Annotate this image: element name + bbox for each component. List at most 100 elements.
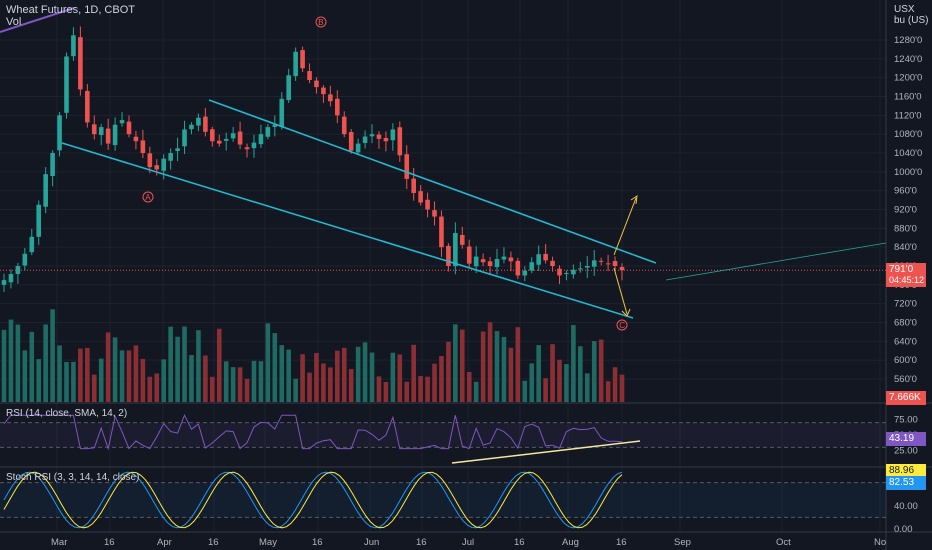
price-tick-label: 1080'0: [894, 129, 922, 140]
candle-body: [411, 178, 416, 194]
volume-label: Vol: [6, 16, 22, 28]
price-tick-label: 840'0: [894, 242, 917, 253]
arrow-up-line: [613, 197, 637, 256]
volume-bar: [584, 373, 590, 402]
price-tick-label: 1040'0: [894, 148, 922, 159]
candle-body: [210, 129, 215, 142]
volume-bar: [307, 372, 312, 402]
candle-body: [543, 253, 548, 261]
candle-body: [619, 267, 625, 271]
volume-bar: [98, 358, 104, 402]
candle-body: [605, 263, 611, 265]
candle-body: [265, 127, 271, 137]
volume-bar: [564, 364, 569, 402]
candle-body: [98, 127, 104, 136]
candle-body: [578, 268, 583, 270]
time-tick-label: 16: [208, 537, 219, 548]
candle-body: [15, 266, 21, 274]
price-tick-label: 600'0: [894, 355, 917, 366]
rsi-tick-label: 75.00: [894, 415, 918, 426]
candle-body: [341, 116, 347, 135]
volume-bar: [64, 361, 69, 402]
volume-bar: [1, 329, 7, 402]
candle-body: [161, 158, 167, 171]
time-tick-label: Sep: [674, 537, 691, 548]
candle-body: [223, 138, 229, 141]
currency-code[interactable]: USX: [894, 4, 915, 15]
candle-body: [314, 80, 319, 88]
stoch-title[interactable]: Stoch RSI (3, 3, 14, 14, close): [6, 472, 140, 483]
volume-bar: [480, 331, 486, 402]
candle-body: [564, 273, 569, 275]
time-tick-label: No: [874, 537, 886, 548]
candle-body: [480, 259, 486, 263]
volume-bar: [591, 341, 597, 402]
symbol-title[interactable]: Wheat Futures, 1D, CBOT: [6, 4, 135, 16]
volume-bar: [71, 361, 76, 402]
arrow-down-head: [621, 308, 631, 317]
volume-bar: [529, 363, 535, 402]
candle-body: [612, 261, 618, 266]
candle-body: [557, 268, 562, 276]
candle-body: [244, 147, 250, 150]
candle-body: [43, 174, 48, 207]
candle-body: [536, 254, 541, 265]
stoch-tick-label: 0.00: [894, 524, 913, 535]
candle-body: [22, 253, 28, 266]
volume-bar: [300, 354, 305, 402]
volume-bar: [126, 350, 132, 402]
candle-body: [584, 266, 590, 268]
channel-lower-line: [61, 142, 634, 319]
price-tick-label: 680'0: [894, 318, 917, 329]
volume-bar: [210, 376, 215, 402]
volume-bar: [515, 327, 521, 402]
volume-bar: [487, 322, 493, 402]
rsi-title[interactable]: RSI (14, close, SMA, 14, 2): [6, 408, 128, 419]
time-tick-label: Oct: [776, 537, 791, 548]
candle-body: [286, 75, 291, 101]
rsi-band: [0, 422, 886, 448]
candle-body: [466, 246, 472, 264]
volume-bar: [425, 376, 430, 402]
candle-body: [29, 236, 35, 253]
candle-body: [85, 90, 90, 123]
price-tick-label: 720'0: [894, 299, 917, 310]
price-tick-label: 1120'0: [894, 110, 922, 121]
elliott-wave-marker: [142, 191, 154, 203]
volume-bar: [536, 345, 541, 402]
candle-body: [307, 71, 312, 81]
volume-bar: [189, 355, 194, 402]
candle-body: [189, 124, 194, 130]
candle-body: [175, 148, 180, 151]
time-tick-label: 16: [104, 537, 115, 548]
time-tick-label: Mar: [51, 537, 67, 548]
projection-line: [665, 242, 887, 281]
candle-body: [168, 153, 173, 161]
volume-bar: [29, 331, 35, 402]
rsi-tick-label: 25.00: [894, 446, 918, 457]
price-tick-label: 920'0: [894, 205, 917, 216]
time-tick-label: May: [259, 537, 277, 548]
candle-body: [348, 132, 354, 151]
rsi-pane: [0, 413, 886, 464]
candle-body: [258, 134, 264, 145]
candle-body: [251, 142, 257, 149]
volume-bar: [133, 345, 139, 402]
currency-unit[interactable]: bu (US): [894, 15, 929, 26]
volume-bar: [161, 359, 167, 402]
candle-body: [237, 131, 243, 145]
candle-body: [91, 124, 97, 135]
volume-bar: [272, 333, 278, 402]
volume-bar: [459, 329, 465, 402]
price-tick-label: 640'0: [894, 336, 917, 347]
volume-bar: [286, 349, 291, 402]
volume-bar: [175, 336, 180, 402]
volume-bar: [50, 309, 55, 402]
candle-body: [591, 260, 597, 267]
price-candles: [0, 26, 886, 292]
candle-body: [529, 262, 535, 271]
time-tick-label: Apr: [157, 537, 172, 548]
candle-body: [571, 269, 576, 275]
price-tick-label: 560'0: [894, 374, 917, 385]
